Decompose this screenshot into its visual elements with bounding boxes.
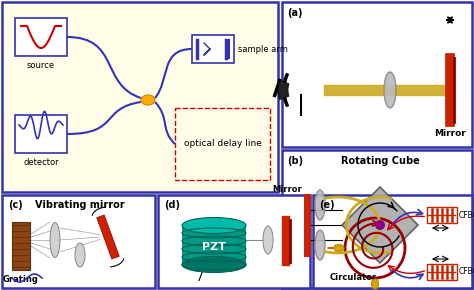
Bar [12, 222, 30, 270]
Ellipse shape [372, 279, 379, 289]
Text: Grating: Grating [3, 275, 39, 284]
Bar [97, 215, 119, 259]
Ellipse shape [182, 256, 246, 273]
Text: optical delay line: optical delay line [183, 139, 262, 148]
Text: PZT: PZT [202, 242, 226, 252]
Ellipse shape [315, 230, 325, 260]
Ellipse shape [263, 226, 273, 254]
Ellipse shape [315, 190, 325, 220]
Ellipse shape [75, 243, 85, 267]
Text: (e): (e) [319, 200, 335, 210]
Text: CFBG1: CFBG1 [459, 211, 474, 220]
FancyBboxPatch shape [282, 150, 472, 288]
FancyBboxPatch shape [192, 35, 234, 63]
Text: (c): (c) [8, 200, 23, 210]
Text: detector: detector [23, 158, 59, 167]
FancyBboxPatch shape [313, 195, 472, 288]
Text: sample arm: sample arm [238, 44, 288, 53]
Text: (b): (b) [287, 156, 303, 166]
Text: (d): (d) [164, 200, 180, 210]
Text: (a): (a) [287, 8, 302, 18]
FancyBboxPatch shape [158, 195, 310, 288]
Ellipse shape [141, 95, 155, 105]
Text: Circulator: Circulator [330, 273, 377, 282]
Text: source: source [27, 61, 55, 70]
Text: Rotating Cube: Rotating Cube [341, 156, 419, 166]
Ellipse shape [384, 72, 396, 108]
Bar [427, 264, 457, 280]
FancyBboxPatch shape [15, 115, 67, 153]
FancyBboxPatch shape [282, 2, 472, 147]
FancyBboxPatch shape [2, 195, 155, 288]
Bar [427, 207, 457, 223]
Text: Mirror: Mirror [272, 186, 302, 195]
Ellipse shape [182, 218, 246, 233]
Circle shape [375, 220, 385, 230]
Text: CFBG2: CFBG2 [459, 267, 474, 276]
Text: Vibrating mirror: Vibrating mirror [35, 200, 125, 210]
Ellipse shape [50, 222, 60, 258]
FancyBboxPatch shape [2, 2, 278, 192]
Polygon shape [342, 187, 418, 263]
Bar [182, 226, 246, 264]
FancyBboxPatch shape [15, 18, 67, 56]
Ellipse shape [334, 244, 344, 251]
Text: Mirror: Mirror [434, 129, 466, 138]
Polygon shape [278, 80, 289, 99]
